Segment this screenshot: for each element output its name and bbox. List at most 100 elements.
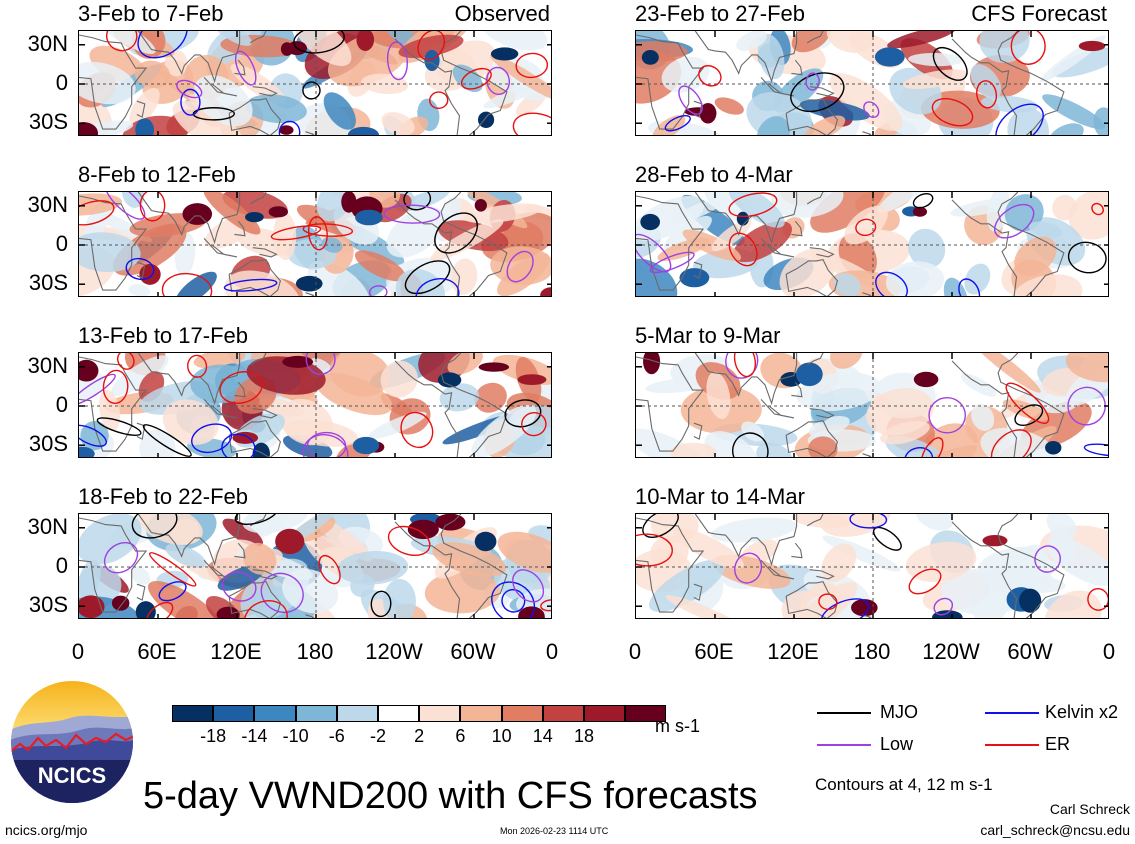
colorbar-tick-label: -18 xyxy=(200,726,227,746)
map-panel-3 xyxy=(78,352,552,458)
anomaly-cell xyxy=(650,535,689,569)
contour-mjo xyxy=(732,432,769,457)
anomaly-cell xyxy=(704,431,760,457)
colorbar-box xyxy=(295,705,337,722)
coastline xyxy=(636,195,705,291)
contour-er xyxy=(400,411,434,449)
panel-source-label: CFS Forecast xyxy=(971,1,1107,26)
coastline xyxy=(951,192,1065,296)
contour-low xyxy=(176,79,203,99)
anomaly-cell xyxy=(930,444,1000,457)
lon-tick-label: 180 xyxy=(296,639,334,664)
anomaly-core xyxy=(1019,588,1042,613)
colorbar-box xyxy=(172,705,214,722)
anomaly-cell xyxy=(242,514,308,534)
anomaly-cell xyxy=(971,353,1041,393)
anomaly-core xyxy=(295,275,323,292)
contour-low xyxy=(734,552,763,584)
anomaly-cell xyxy=(134,60,171,89)
anomaly-cell xyxy=(497,531,551,574)
contour-kelvin-x2 xyxy=(995,103,1044,135)
footer-email: carl_schreck@ncsu.edu xyxy=(980,822,1130,838)
anomaly-core xyxy=(913,371,939,388)
coastline xyxy=(791,542,803,559)
anomaly-cell xyxy=(194,75,253,127)
contour-kelvin-x2 xyxy=(158,581,187,602)
anomaly-core xyxy=(252,442,270,457)
anomaly-cell xyxy=(147,581,223,618)
contour-low xyxy=(928,396,966,434)
colorbar-tick-label: 6 xyxy=(455,726,466,746)
contour-er xyxy=(219,371,263,404)
lat-tick-label: 0 xyxy=(55,553,68,578)
contour-mjo xyxy=(302,81,321,100)
panel-period-title: 23-Feb to 27-Feb xyxy=(635,1,805,26)
map-panel-2 xyxy=(78,191,552,297)
anomaly-cell xyxy=(383,578,416,618)
contour-er xyxy=(698,65,722,87)
anomaly-cell xyxy=(1046,537,1108,587)
map-panel-field-2 xyxy=(79,192,551,296)
coastline xyxy=(693,100,703,118)
anomaly-core xyxy=(424,49,440,72)
colorbar-box xyxy=(419,705,461,722)
contour-mjo xyxy=(96,417,142,436)
colorbar-box xyxy=(584,705,626,722)
contour-low xyxy=(260,572,304,614)
anomaly-cell xyxy=(908,52,964,67)
anomaly-core xyxy=(478,362,510,372)
anomaly-core xyxy=(874,47,905,67)
lat-tick-label: 0 xyxy=(55,70,68,95)
anomaly-cell xyxy=(480,31,548,51)
coastline xyxy=(693,583,703,601)
contour-low xyxy=(636,233,672,273)
contour-er xyxy=(417,31,446,61)
anomaly-cell xyxy=(474,382,507,413)
anomaly-cell xyxy=(162,399,219,445)
contour-kelvin-x2 xyxy=(223,278,278,292)
contour-er xyxy=(460,67,492,90)
anomaly-core xyxy=(355,209,383,226)
coastline xyxy=(806,353,824,366)
coastline xyxy=(951,31,1065,135)
coastline xyxy=(791,59,803,76)
panel-period-title: 5-Mar to 9-Mar xyxy=(635,323,781,348)
anomaly-cell xyxy=(94,31,156,54)
legend-line-kelvin-x2 xyxy=(985,712,1039,714)
anomaly-cell xyxy=(381,112,415,135)
map-panel-field-4 xyxy=(79,514,551,618)
coastline xyxy=(137,31,241,84)
anomaly-cell xyxy=(1049,123,1084,135)
anomaly-cell xyxy=(130,566,151,585)
lat-tick-label: 30S xyxy=(28,109,68,135)
legend-label: ER xyxy=(1045,734,1071,754)
contour-mjo xyxy=(790,72,845,113)
coastline xyxy=(693,261,703,279)
contour-kelvin-x2 xyxy=(137,31,188,59)
contour-low xyxy=(104,192,146,220)
contour-er xyxy=(512,112,551,135)
panel-period-title: 8-Feb to 12-Feb xyxy=(78,162,236,187)
lon-tick-label: 120E xyxy=(767,639,819,664)
anomaly-cell xyxy=(293,31,352,67)
anomaly-core xyxy=(932,610,963,618)
colorbar-box xyxy=(625,705,667,722)
contour-low xyxy=(221,571,257,602)
coastline xyxy=(228,97,282,135)
anomaly-core xyxy=(407,519,439,540)
coastline xyxy=(394,514,508,618)
contour-er xyxy=(146,601,174,618)
anomaly-core xyxy=(135,601,156,618)
anomaly-cell xyxy=(1051,47,1108,78)
contour-mjo xyxy=(131,514,178,539)
figure-title: 5-day VWND200 with CFS forecasts xyxy=(143,775,758,817)
contour-er xyxy=(149,552,197,587)
map-panel-field-6 xyxy=(636,192,1108,296)
anomaly-cell xyxy=(398,34,464,59)
contour-er xyxy=(521,411,547,437)
legend-line-er xyxy=(985,744,1039,746)
contour-mjo xyxy=(293,31,345,54)
anomaly-cell xyxy=(636,428,705,457)
contour-er xyxy=(990,429,1032,457)
contour-low xyxy=(805,72,820,91)
